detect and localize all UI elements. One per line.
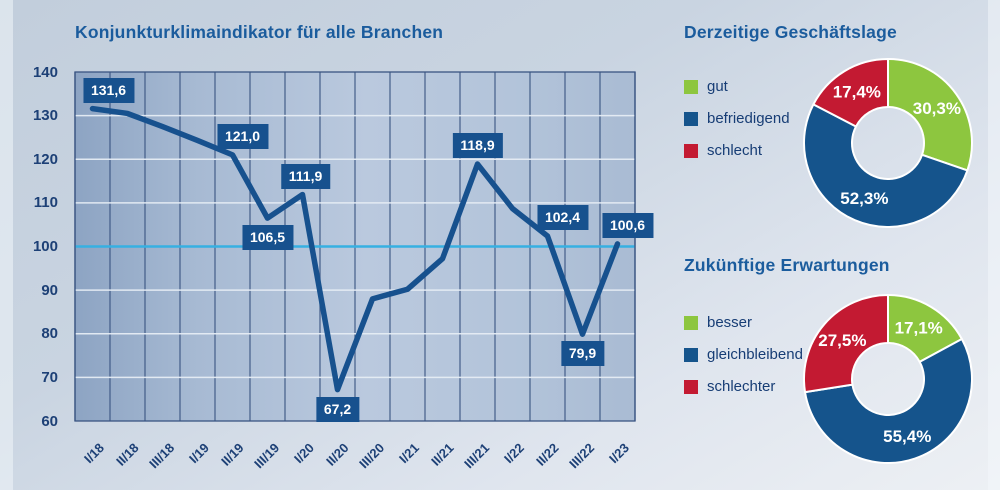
- data-label: 102,4: [536, 205, 589, 231]
- indicator-line: [89, 105, 621, 393]
- y-tick: 100: [32, 238, 58, 255]
- legend-color-swatch-icon: [684, 380, 698, 394]
- data-label: 79,9: [560, 341, 605, 367]
- legend-label: besser: [707, 314, 753, 331]
- donut-slice: [804, 337, 973, 464]
- legend-color-swatch-icon: [684, 348, 698, 362]
- slice-label: 17,1%: [895, 318, 943, 337]
- legend-item: befriedigend: [684, 110, 804, 127]
- legend-color-swatch-icon: [684, 144, 698, 158]
- data-label: 131,6: [82, 77, 135, 103]
- legend-label: gleichbleibend: [707, 346, 803, 363]
- legend-item: gleichbleibend: [684, 346, 804, 363]
- y-tick: 80: [41, 325, 58, 343]
- legend-label: befriedigend: [707, 110, 790, 127]
- donut-slice: [803, 103, 969, 228]
- legend-item: schlechter: [684, 378, 804, 395]
- donut2-chart: 17,1% 55,4% 27,5%: [803, 294, 973, 464]
- slice-label: 52,3%: [840, 189, 888, 208]
- legend-color-swatch-icon: [684, 112, 698, 126]
- legend-item: besser: [684, 314, 804, 331]
- data-label: 67,2: [315, 396, 360, 422]
- legend-label: schlechter: [707, 378, 776, 395]
- donut2-title: Zukünftige Erwartungen: [684, 255, 890, 275]
- slice-label: 55,4%: [883, 427, 931, 446]
- y-tick: 70: [41, 368, 58, 386]
- slice-label: 30,3%: [913, 99, 961, 118]
- legend-color-swatch-icon: [684, 316, 698, 330]
- grid-horizontal: [75, 114, 635, 379]
- slice-label: 27,5%: [818, 331, 866, 350]
- y-tick: 60: [41, 412, 58, 430]
- donut2-legend: besser gleichbleibend schlechter: [684, 314, 804, 412]
- legend-color-swatch-icon: [684, 80, 698, 94]
- donut-slice: [887, 58, 973, 172]
- donut1-title: Derzeitige Geschäftslage: [684, 22, 897, 42]
- y-tick: 130: [32, 107, 58, 125]
- slice-label: 17,4%: [833, 83, 881, 102]
- line-chart-title: Konjunkturklimaindikator für alle Branch…: [75, 22, 444, 42]
- donut1-legend: gut befriedigend schlecht: [684, 78, 804, 176]
- y-tick: 110: [33, 194, 58, 212]
- y-tick: 120: [32, 150, 58, 168]
- legend-item: schlecht: [684, 142, 804, 159]
- data-label: 100,6: [601, 212, 654, 238]
- data-label: 106,5: [241, 225, 294, 251]
- data-label: 111,9: [280, 163, 331, 189]
- y-tick: 140: [32, 63, 58, 81]
- y-tick: 90: [41, 281, 58, 299]
- legend-label: gut: [707, 78, 728, 95]
- data-label: 118,9: [452, 133, 503, 159]
- donut-slice: [812, 58, 889, 128]
- data-label: 121,0: [216, 123, 269, 149]
- donut1-chart: 30,3% 52,3% 17,4%: [803, 58, 973, 228]
- legend-label: schlecht: [707, 142, 763, 159]
- legend-item: gut: [684, 78, 804, 95]
- donut-slice: [803, 294, 889, 394]
